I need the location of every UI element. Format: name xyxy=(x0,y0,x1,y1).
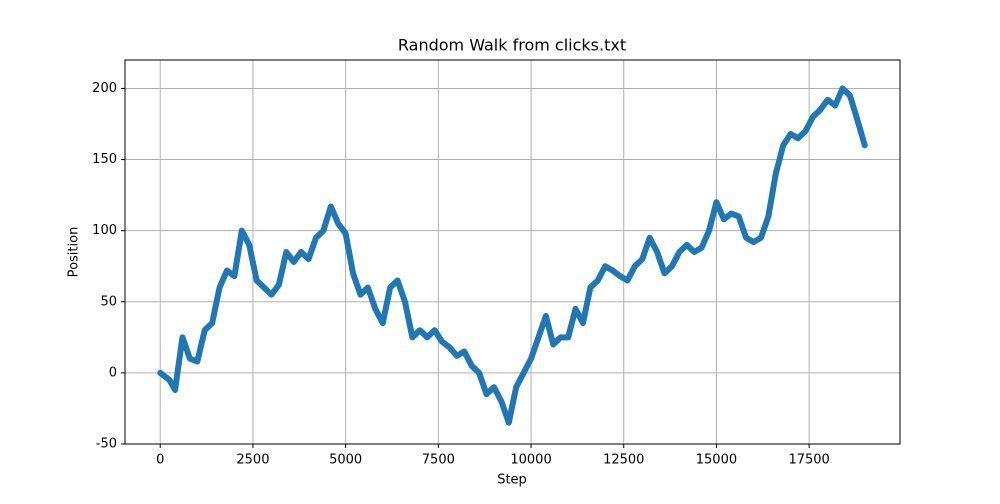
y-tick-label: 150 xyxy=(92,152,117,167)
y-tick-label: 200 xyxy=(92,81,117,96)
y-tick-label: 100 xyxy=(92,223,117,238)
y-tick-label: 0 xyxy=(109,365,117,380)
chart-title: Random Walk from clicks.txt xyxy=(398,36,626,55)
x-tick-label: 0 xyxy=(156,453,164,468)
x-tick-label: 7500 xyxy=(422,453,455,468)
x-tick-label: 12500 xyxy=(603,453,644,468)
x-tick-label: 10000 xyxy=(510,453,551,468)
x-axis-label: Step xyxy=(497,473,527,488)
y-tick-label: 50 xyxy=(100,294,117,309)
y-tick-label: -50 xyxy=(96,437,117,452)
x-tick-label: 17500 xyxy=(788,453,829,468)
plot-frame xyxy=(124,59,901,445)
x-tick-label: 15000 xyxy=(696,453,737,468)
y-axis-label: Position xyxy=(67,227,82,278)
data-line xyxy=(157,85,868,426)
x-tick-label: 5000 xyxy=(329,453,362,468)
x-tick-label: 2500 xyxy=(236,453,269,468)
